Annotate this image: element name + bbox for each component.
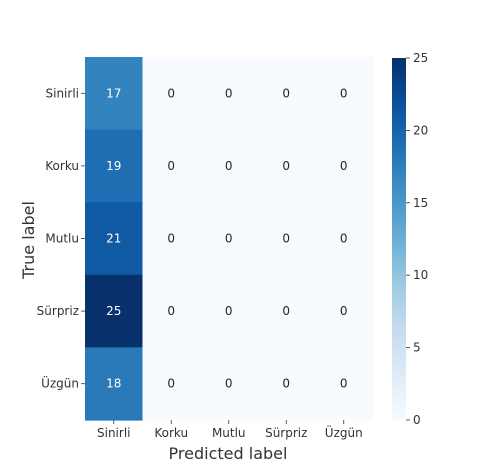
heatmap-cell <box>142 129 201 203</box>
colorbar-tick-label: 25 <box>413 51 428 65</box>
colorbar-ticks: 0 5 10 15 20 25 <box>406 51 428 427</box>
cell-value-label: 0 <box>340 232 348 246</box>
cell-value-label: 0 <box>282 304 290 318</box>
heatmap-cell <box>257 57 316 131</box>
colorbar-tick-label: 15 <box>413 196 428 210</box>
heatmap-cell <box>200 57 259 131</box>
x-tick-label: Sinirli <box>97 426 131 440</box>
cell-value-label: 0 <box>340 159 348 173</box>
cell-value-label: 0 <box>340 377 348 391</box>
cell-value-label: 0 <box>167 304 175 318</box>
cell-value-label: 25 <box>106 304 121 318</box>
cell-value-label: 0 <box>282 232 290 246</box>
y-tick-label: Üzgün <box>41 375 79 391</box>
heatmap-cell <box>142 202 201 276</box>
cell-value-label: 0 <box>167 86 175 100</box>
x-tick-label: Mutlu <box>212 426 246 440</box>
heatmap-cell <box>200 274 259 348</box>
heatmap-cell <box>257 274 316 348</box>
cell-value-label: 0 <box>167 159 175 173</box>
heatmap-cell <box>257 347 316 421</box>
colorbar-tick-label: 20 <box>413 123 428 137</box>
y-tick-label: Mutlu <box>45 232 79 246</box>
heatmap-cell <box>315 129 374 203</box>
heatmap-cell <box>85 347 144 421</box>
y-axis-ticks: Sinirli Korku Mutlu Sürpriz Üzgün <box>37 86 85 391</box>
cell-value-label: 0 <box>167 232 175 246</box>
cell-value-label: 21 <box>106 232 121 246</box>
heatmap-cell <box>315 274 374 348</box>
colorbar-tick-label: 0 <box>413 413 421 427</box>
x-tick-label: Üzgün <box>325 424 363 440</box>
cell-value-label: 0 <box>167 377 175 391</box>
heatmap-cell <box>85 57 144 131</box>
x-axis-ticks: Sinirli Korku Mutlu Sürpriz Üzgün <box>97 420 363 440</box>
heatmap-cell <box>315 57 374 131</box>
y-tick-label: Sürpriz <box>37 304 79 318</box>
colorbar-tick-label: 5 <box>413 341 421 355</box>
x-tick-label: Sürpriz <box>265 426 307 440</box>
y-tick-label: Korku <box>45 159 79 173</box>
cell-value-label: 18 <box>106 377 121 391</box>
heatmap-cell <box>85 202 144 276</box>
cell-value-label: 0 <box>225 86 233 100</box>
heatmap: 17 0 0 0 0 19 0 0 0 0 21 0 0 0 0 25 0 0 0 0 18 0 0 0 0 <box>85 57 374 421</box>
cell-value-label: 0 <box>282 377 290 391</box>
heatmap-cell <box>200 347 259 421</box>
x-tick-label: Korku <box>154 426 188 440</box>
heatmap-cell <box>200 202 259 276</box>
cell-value-label: 0 <box>225 304 233 318</box>
colorbar-tick-label: 10 <box>413 268 428 282</box>
y-axis-title: True label <box>19 201 38 280</box>
cell-value-label: 17 <box>106 86 121 100</box>
cell-value-label: 0 <box>340 86 348 100</box>
cell-value-label: 19 <box>106 159 121 173</box>
cell-value-label: 0 <box>225 159 233 173</box>
cell-value-label: 0 <box>282 86 290 100</box>
cell-value-label: 0 <box>340 304 348 318</box>
colorbar <box>392 58 406 420</box>
heatmap-cell <box>200 129 259 203</box>
heatmap-cell <box>257 129 316 203</box>
x-axis-title: Predicted label <box>169 444 288 463</box>
heatmap-cell <box>315 202 374 276</box>
heatmap-cell <box>315 347 374 421</box>
y-tick-label: Sinirli <box>46 86 80 100</box>
heatmap-cell <box>85 129 144 203</box>
heatmap-cell <box>257 202 316 276</box>
heatmap-cell <box>142 274 201 348</box>
cell-value-label: 0 <box>225 232 233 246</box>
heatmap-cell <box>142 347 201 421</box>
heatmap-cell <box>142 57 201 131</box>
cell-value-label: 0 <box>225 377 233 391</box>
heatmap-cell <box>85 274 144 348</box>
cell-value-label: 0 <box>282 159 290 173</box>
